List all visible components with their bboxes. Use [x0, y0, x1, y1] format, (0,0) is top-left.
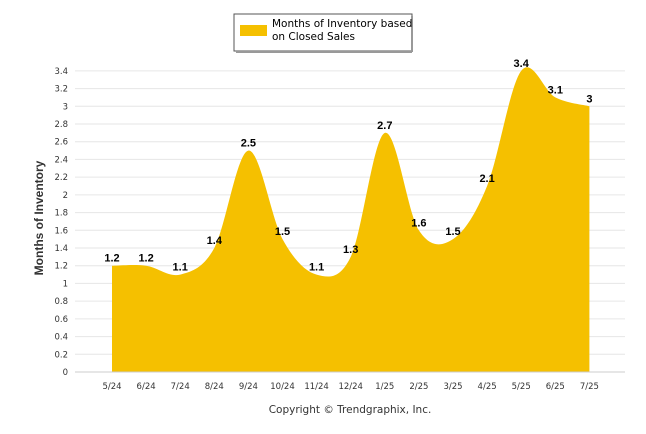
x-tick-label: 8/24: [205, 382, 224, 392]
x-tick-label: 2/25: [409, 382, 428, 392]
x-tick-label: 11/24: [304, 382, 329, 392]
data-label: 3.4: [514, 58, 530, 70]
legend: Months of Inventory based on Closed Sale…: [233, 13, 413, 53]
y-tick-label: 2: [63, 191, 68, 201]
y-tick-label: 3.2: [54, 85, 68, 95]
data-label: 2.7: [377, 120, 392, 132]
legend-label-line1: Months of Inventory based: [272, 18, 412, 30]
y-tick-label: 2.4: [54, 155, 68, 165]
legend-label-line2: on Closed Sales: [272, 31, 355, 43]
y-axis-title: Months of Inventory: [32, 160, 46, 275]
y-tick-label: 2.6: [54, 138, 68, 148]
area-series: [112, 67, 590, 372]
data-label: 2.1: [479, 173, 494, 185]
data-label: 1.3: [343, 244, 358, 256]
y-tick-label: 0.4: [54, 333, 68, 343]
copyright-text: Copyright © Trendgraphix, Inc.: [269, 404, 432, 416]
y-tick-label: 0.8: [54, 297, 68, 307]
y-tick-label: 1.2: [54, 262, 68, 272]
data-labels: 1.2 1.2 1.1 1.4 2.5 1.5 1.1 1.3 2.7 1.6 1.5 2.1 3.4 3…: [104, 58, 592, 274]
data-label: 1.1: [173, 262, 188, 274]
y-tick-label: 1: [63, 279, 68, 289]
x-tick-label: 5/25: [512, 382, 531, 392]
y-tick-label: 0.2: [54, 350, 68, 360]
x-tick-label: 12/24: [338, 382, 363, 392]
y-axis-ticks: 0 0.2 0.4 0.6 0.8 1 1.2 1.4 1.6 1.8 2 2.2 2.4 2.6 2.8 3…: [54, 67, 68, 378]
data-label: 2.5: [241, 138, 256, 150]
x-tick-label: 4/25: [478, 382, 497, 392]
x-tick-label: 6/24: [137, 382, 156, 392]
x-tick-label: 1/25: [375, 382, 394, 392]
x-axis-ticks: 5/24 6/24 7/24 8/24 9/24 10/24 11/24 12/24 1/25 2…: [102, 382, 598, 392]
y-tick-label: 0: [63, 368, 68, 378]
data-label: 3: [586, 93, 592, 105]
x-tick-label: 5/24: [102, 382, 121, 392]
y-tick-label: 1.4: [54, 244, 68, 254]
data-label: 1.4: [207, 235, 223, 247]
data-label: 1.2: [138, 253, 153, 265]
data-label: 3.1: [548, 84, 563, 96]
x-tick-label: 7/24: [171, 382, 190, 392]
data-label: 1.6: [411, 217, 426, 229]
x-tick-label: 7/25: [580, 382, 599, 392]
data-label: 1.5: [445, 226, 460, 238]
data-label: 1.2: [104, 253, 119, 265]
legend-swatch: [240, 25, 267, 36]
x-tick-label: 9/24: [239, 382, 258, 392]
y-tick-label: 3: [63, 102, 68, 112]
y-tick-label: 1.6: [54, 226, 68, 236]
y-tick-label: 2.2: [54, 173, 68, 183]
x-tick-label: 10/24: [270, 382, 295, 392]
y-tick-label: 3.4: [54, 67, 68, 77]
x-tick-label: 3/25: [443, 382, 462, 392]
y-tick-label: 1.8: [54, 209, 68, 219]
y-tick-label: 2.8: [54, 120, 68, 130]
data-label: 1.5: [275, 226, 290, 238]
x-tick-label: 6/25: [546, 382, 565, 392]
y-tick-label: 0.6: [54, 315, 68, 325]
data-label: 1.1: [309, 262, 324, 274]
